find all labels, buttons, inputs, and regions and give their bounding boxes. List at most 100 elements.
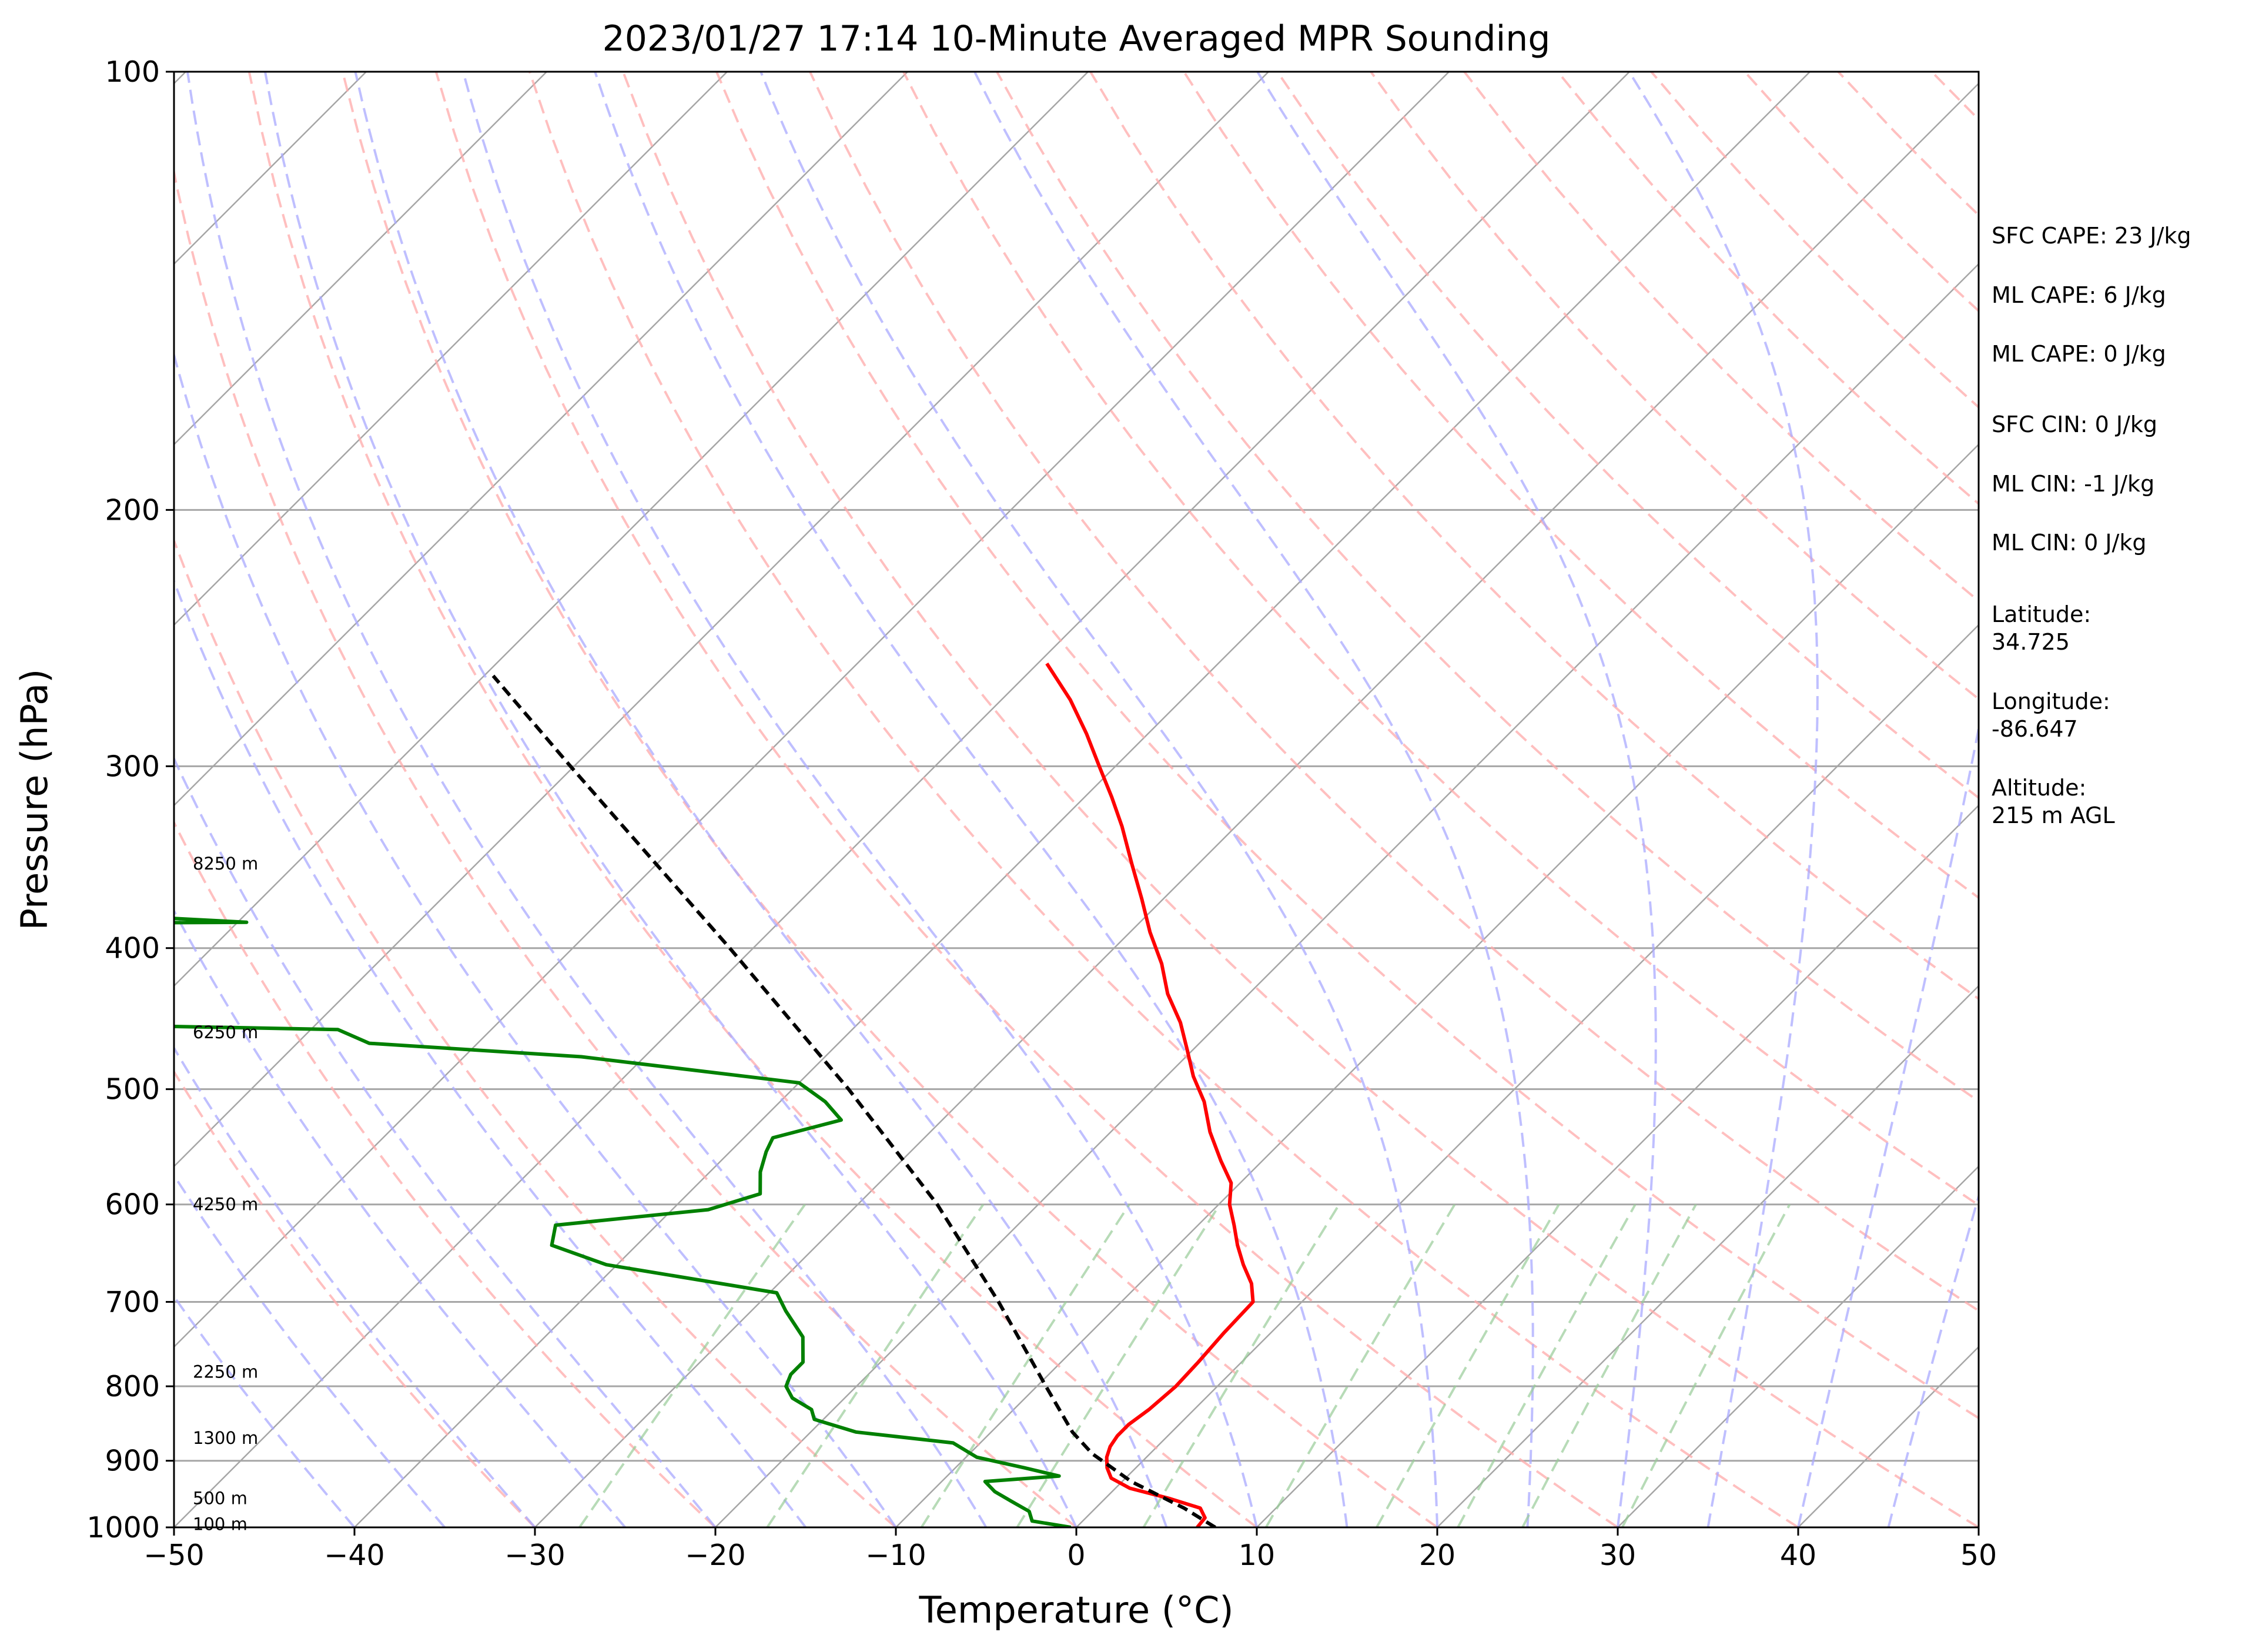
isotherm-line: [174, 72, 908, 807]
mixing-ratio-line: [1264, 1203, 1456, 1527]
mixing-ratio-line: [1457, 1203, 1637, 1527]
mixing-ratio-line: [1376, 1203, 1560, 1527]
dry-adiabat-line: [715, 72, 1979, 1420]
height-label: 100 m: [193, 1514, 247, 1534]
x-tick-label: −40: [324, 1539, 384, 1572]
latitude-value: 34.725: [1992, 629, 2070, 655]
x-tick-label: −10: [865, 1539, 926, 1572]
y-tick-label: 900: [105, 1444, 160, 1478]
longitude-value: -86.647: [1992, 716, 2078, 742]
dry-adiabat-line: [1089, 72, 1979, 1001]
stat-ml-cin-1: ML CIN: -1 J/kg: [1992, 471, 2154, 497]
moist-adiabat-line: [354, 72, 1168, 1527]
y-tick-label: 400: [105, 932, 160, 965]
altitude-label: Altitude:: [1992, 775, 2086, 801]
isotherm-line: [534, 82, 1979, 1527]
dry-adiabat-line: [247, 72, 1258, 1527]
x-tick-label: 20: [1419, 1539, 1455, 1572]
mixing-ratio-line: [1016, 1203, 1221, 1527]
height-label: 4250 m: [193, 1195, 258, 1215]
stat-sfc-cape: SFC CAPE: 23 J/kg: [1992, 223, 2191, 249]
isotherm-line: [895, 443, 1979, 1527]
moist-adiabat-line: [174, 578, 807, 1527]
y-tick-label: 500: [105, 1073, 160, 1106]
moist-adiabat-line: [759, 72, 1438, 1527]
mixing-ratio-line: [1521, 1203, 1697, 1527]
x-tick-label: 0: [1067, 1539, 1085, 1572]
moist-adiabat-line: [186, 72, 988, 1527]
y-axis-label: Pressure (hPa): [13, 669, 56, 931]
isotherm-line: [715, 263, 1979, 1527]
dry-adiabat-line: [996, 72, 1979, 1103]
mixing-ratio-line: [766, 1203, 985, 1527]
moist-adiabat-line: [174, 908, 627, 1527]
altitude-value: 215 m AGL: [1992, 802, 2115, 828]
dry-adiabat-line: [174, 820, 717, 1527]
dry-adiabat-line: [341, 72, 1438, 1527]
stat-ml-cape-1: ML CAPE: 6 J/kg: [1992, 282, 2166, 308]
dry-adiabat-line: [1370, 72, 1979, 701]
moist-adiabat-line: [264, 72, 1078, 1527]
isotherm-line: [1617, 1165, 1979, 1527]
y-tick-label: 1000: [86, 1511, 160, 1544]
y-tick-label: 800: [105, 1370, 160, 1403]
data-lines: [174, 662, 1255, 1527]
mixing-ratio-line: [1142, 1203, 1340, 1527]
y-tick-label: 100: [105, 55, 160, 89]
moist-adiabat-line: [1628, 72, 1819, 1527]
mixing-ratio-line: [1621, 1203, 1791, 1527]
moist-adiabat-line: [174, 1045, 536, 1527]
dry-adiabat-line: [809, 72, 1979, 1312]
moist-adiabat-line: [1887, 1192, 1979, 1527]
dewpoint-line: [174, 917, 1072, 1527]
height-label: 6250 m: [193, 1022, 258, 1042]
x-tick-label: 10: [1239, 1539, 1275, 1572]
y-tick-label: 600: [105, 1188, 160, 1222]
dry-adiabat-line: [174, 1069, 536, 1527]
mixing-ratio-line: [920, 1203, 1130, 1527]
isotherm-line: [174, 72, 1089, 987]
moist-adiabat-line: [594, 72, 1348, 1527]
x-tick-label: 50: [1960, 1539, 1997, 1572]
dry-adiabat-line: [174, 537, 897, 1527]
x-tick-label: 40: [1780, 1539, 1816, 1572]
y-axis-ticks: 100 200 300 400 500 600 700 800 900 1000: [86, 55, 174, 1544]
moist-adiabat-line: [1797, 723, 1979, 1527]
dry-adiabat-line: [1276, 72, 1979, 800]
dry-adiabat-line: [434, 72, 1619, 1527]
y-tick-label: 300: [105, 750, 160, 783]
mixing-ratio-line: [578, 1203, 807, 1527]
moist-adiabat-line: [174, 350, 897, 1527]
stat-sfc-cin: SFC CIN: 0 J/kg: [1992, 412, 2157, 437]
dry-adiabat-line: [174, 166, 1078, 1527]
stats-panel: SFC CAPE: 23 J/kg ML CAPE: 6 J/kg ML CAP…: [1992, 223, 2191, 828]
stat-ml-cape-2: ML CAPE: 0 J/kg: [1992, 341, 2166, 367]
isotherm-line: [174, 72, 1450, 1348]
isotherm-line: [174, 72, 547, 446]
moist-adiabat-line: [461, 72, 1258, 1527]
dry-adiabat-line: [902, 72, 1979, 1207]
x-axis-ticks: −50 −40 −30 −20 −10 0 10 20 30 40 50: [143, 1527, 1997, 1572]
dry-adiabat-line: [622, 72, 1979, 1527]
isotherm-line: [174, 72, 728, 626]
height-label: 1300 m: [193, 1428, 258, 1448]
dry-adiabat-line: [528, 72, 1799, 1527]
isotherm-line: [1076, 624, 1979, 1527]
parcel-line: [491, 674, 1216, 1527]
stat-ml-cin-2: ML CIN: 0 J/kg: [1992, 530, 2146, 556]
x-tick-label: −50: [143, 1539, 204, 1572]
isotherm-line: [174, 72, 1630, 1527]
longitude-label: Longitude:: [1992, 688, 2110, 714]
latitude-label: Latitude:: [1992, 601, 2091, 627]
moist-adiabat-line: [174, 1294, 356, 1527]
height-labels: 100 m 500 m 1300 m 2250 m 4250 m 6250 m 8250 m: [193, 854, 258, 1534]
y-tick-label: 200: [105, 493, 160, 527]
height-label: 500 m: [193, 1488, 247, 1508]
background-lines: [174, 72, 1979, 1527]
height-label: 2250 m: [193, 1362, 258, 1382]
moist-adiabat-line: [973, 72, 1534, 1527]
isotherm-line: [354, 72, 1811, 1527]
y-tick-label: 700: [105, 1285, 160, 1319]
isotherm-line: [1256, 804, 1979, 1527]
